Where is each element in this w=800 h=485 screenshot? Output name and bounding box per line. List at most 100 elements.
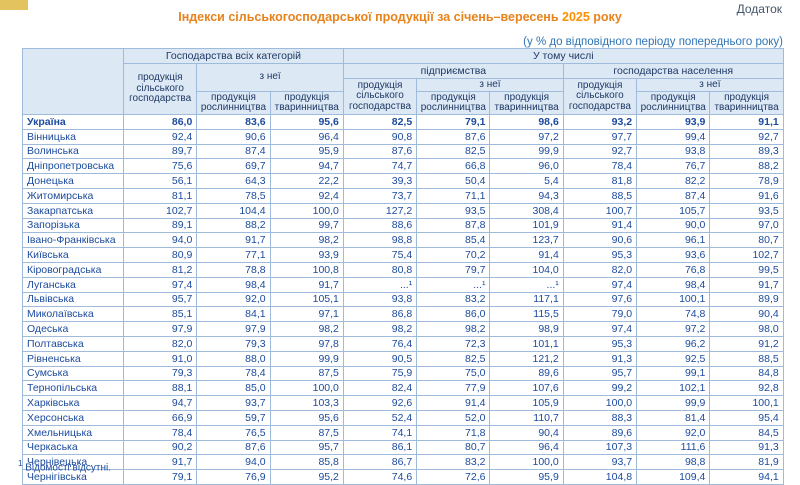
value-cell: 75,4 bbox=[342, 247, 418, 263]
footnote: 1 Відомості відсутні. bbox=[18, 459, 111, 473]
value-cell: 74,6 bbox=[342, 469, 418, 485]
value-cell: 88,5 bbox=[562, 187, 638, 204]
value-cell: 5,4 bbox=[489, 173, 564, 189]
value-cell: 92,0 bbox=[636, 424, 711, 441]
value-cell: 72,3 bbox=[416, 335, 491, 352]
value-cell: 88,3 bbox=[562, 409, 638, 426]
value-cell: 87,6 bbox=[196, 439, 271, 456]
region-cell: Україна bbox=[22, 114, 124, 130]
value-cell: 71,1 bbox=[416, 187, 491, 204]
region-cell: Вінницька bbox=[22, 128, 124, 145]
value-cell: 101,9 bbox=[489, 217, 564, 234]
value-cell: 83,2 bbox=[416, 291, 491, 308]
value-cell: 98,8 bbox=[636, 454, 711, 471]
region-column-header bbox=[22, 48, 124, 115]
value-cell: 76,9 bbox=[196, 469, 271, 485]
value-cell: 75,9 bbox=[342, 365, 418, 382]
value-cell: 82,2 bbox=[636, 173, 711, 189]
value-cell: 97,2 bbox=[489, 128, 564, 145]
value-cell: 93,2 bbox=[562, 114, 638, 130]
value-cell: 104,4 bbox=[196, 202, 271, 219]
table-row: Україна 86,0 83,6 95,6 82,5 79,1 98,6 93,2 93,9 9… bbox=[22, 114, 784, 130]
value-cell: 79,7 bbox=[416, 261, 491, 278]
value-cell: 90,8 bbox=[342, 128, 418, 145]
value-cell: 97,1 bbox=[269, 306, 344, 323]
value-cell: 69,7 bbox=[196, 158, 271, 175]
value-cell: 91,2 bbox=[709, 335, 784, 352]
value-cell: 98,2 bbox=[342, 321, 418, 337]
value-cell: 90,0 bbox=[636, 217, 711, 234]
value-cell: 22,2 bbox=[269, 173, 344, 189]
value-cell: 92,6 bbox=[342, 395, 418, 411]
value-cell: 97,0 bbox=[709, 217, 784, 234]
value-cell: 97,9 bbox=[196, 321, 271, 337]
value-cell: 105,7 bbox=[636, 202, 711, 219]
value-cell: 95,9 bbox=[269, 143, 344, 160]
value-cell: 88,5 bbox=[709, 350, 784, 367]
value-cell: 74,8 bbox=[636, 306, 711, 323]
value-cell: 95,4 bbox=[709, 409, 784, 426]
value-cell: 104,8 bbox=[562, 469, 638, 485]
value-cell: 109,4 bbox=[636, 469, 711, 485]
value-cell: 78,9 bbox=[709, 173, 784, 189]
value-cell: 94,0 bbox=[196, 454, 271, 471]
header-livestock-output-all: продукція тваринництва bbox=[269, 91, 344, 115]
value-cell: 82,5 bbox=[416, 350, 491, 367]
value-cell: 91,7 bbox=[196, 232, 271, 249]
value-cell: 90,6 bbox=[562, 232, 638, 249]
value-cell: 99,9 bbox=[489, 143, 564, 160]
value-cell: 75,6 bbox=[122, 158, 198, 175]
value-cell: 78,4 bbox=[562, 158, 638, 175]
title-suffix: року bbox=[589, 10, 622, 24]
value-cell: 96,4 bbox=[269, 128, 344, 145]
value-cell: 81,8 bbox=[562, 173, 638, 189]
value-cell: 84,8 bbox=[709, 365, 784, 382]
value-cell: 78,4 bbox=[122, 424, 198, 441]
region-cell: Хмельницька bbox=[22, 424, 124, 441]
value-cell: 98,0 bbox=[709, 321, 784, 337]
value-cell: 96,2 bbox=[636, 335, 711, 352]
value-cell: 81,1 bbox=[122, 187, 198, 204]
region-cell: Житомирська bbox=[22, 187, 124, 204]
value-cell: 94,3 bbox=[489, 187, 564, 204]
value-cell: 94,7 bbox=[269, 158, 344, 175]
table-row: Донецька 56,1 64,3 22,2 39,3 50,4 5,4 81,8 82,2 7… bbox=[22, 173, 784, 189]
table-row: Полтавська 82,0 79,3 97,8 76,4 72,3 101,1 95,3 9… bbox=[22, 335, 784, 352]
header-enterprises: підприємства bbox=[342, 63, 564, 79]
value-cell: 87,5 bbox=[269, 365, 344, 382]
table-row: Кіровоградська 81,2 78,8 100,8 80,8 79,7 104,0… bbox=[22, 261, 784, 278]
value-cell: 127,2 bbox=[342, 202, 418, 219]
value-cell: 87,6 bbox=[416, 128, 491, 145]
value-cell: 86,0 bbox=[122, 114, 198, 130]
value-cell: 96,0 bbox=[489, 158, 564, 175]
value-cell: 97,8 bbox=[269, 335, 344, 352]
table-row: Харківська 94,7 93,7 103,3 92,6 91,4 105,9 100,… bbox=[22, 395, 784, 411]
value-cell: 52,4 bbox=[342, 409, 418, 426]
table-row: Чернівецька 91,7 94,0 85,8 86,7 83,2 100,0 93,7… bbox=[22, 454, 784, 471]
value-cell: 82,5 bbox=[342, 114, 418, 130]
value-cell: 92,7 bbox=[562, 143, 638, 160]
page-title: Індекси сільськогосподарської продукції … bbox=[0, 10, 800, 24]
value-cell: 87,6 bbox=[342, 143, 418, 160]
value-cell: 95,6 bbox=[269, 409, 344, 426]
value-cell: 92,5 bbox=[636, 350, 711, 367]
table-row: Рівненська 91,0 88,0 99,9 90,5 82,5 121,2 91,3 9… bbox=[22, 350, 784, 367]
value-cell: 52,0 bbox=[416, 409, 491, 426]
value-cell: 95,9 bbox=[489, 469, 564, 485]
value-cell: 89,7 bbox=[122, 143, 198, 160]
value-cell: ...¹ bbox=[416, 276, 491, 293]
value-cell: 75,0 bbox=[416, 365, 491, 382]
value-cell: 97,4 bbox=[562, 276, 638, 293]
value-cell: 93,9 bbox=[636, 114, 711, 130]
value-cell: 97,4 bbox=[562, 321, 638, 337]
value-cell: 80,9 bbox=[122, 247, 198, 263]
value-cell: 85,4 bbox=[416, 232, 491, 249]
value-cell: 85,1 bbox=[122, 306, 198, 323]
region-cell: Луганська bbox=[22, 276, 124, 293]
value-cell: 78,8 bbox=[196, 261, 271, 278]
value-cell: 87,5 bbox=[269, 424, 344, 441]
value-cell: ...¹ bbox=[342, 276, 418, 293]
value-cell: 97,9 bbox=[122, 321, 198, 337]
value-cell: 89,6 bbox=[489, 365, 564, 382]
value-cell: 85,8 bbox=[269, 454, 344, 471]
